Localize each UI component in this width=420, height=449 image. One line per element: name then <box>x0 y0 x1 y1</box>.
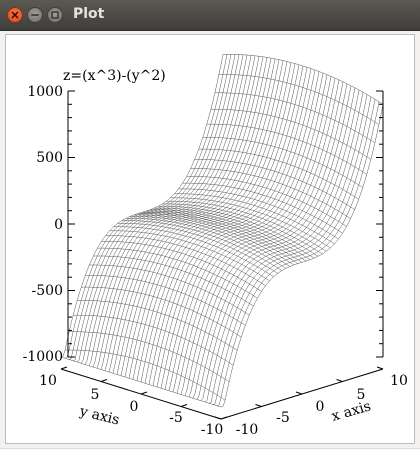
y-tick-label: -5 <box>169 410 183 426</box>
mesh-line-y <box>133 214 295 266</box>
y-tick-mark <box>100 379 108 382</box>
mesh-line-y <box>93 255 254 307</box>
z-tick-label: 500 <box>36 150 63 166</box>
ticks <box>60 90 384 420</box>
mesh-line-y <box>113 226 274 278</box>
mesh-line-y <box>77 300 238 351</box>
mesh-line-y <box>97 247 258 299</box>
surface-plot: z=(x^3)-(y^2) 1000 500 0 -500 -1000 10 5… <box>23 54 408 438</box>
x-tick-mark <box>295 391 303 395</box>
mesh-line-y <box>190 168 351 219</box>
minimize-button[interactable] <box>27 7 43 23</box>
mesh-line-y <box>105 235 266 286</box>
y-tick-label: 5 <box>91 387 100 403</box>
y-tick-label: -10 <box>201 422 224 438</box>
mesh-line-y <box>81 286 242 338</box>
mesh-line-x <box>204 94 368 403</box>
mesh-line-x <box>120 60 284 376</box>
y-axis-label: y axis <box>77 403 121 429</box>
x-axis-label: x axis <box>330 398 373 424</box>
plot-area: z=(x^3)-(y^2) 1000 500 0 -500 -1000 10 5… <box>5 34 415 444</box>
mesh-line-y <box>162 203 323 255</box>
z-tick-label: -1000 <box>23 349 63 365</box>
x-tick-label: 5 <box>357 387 366 403</box>
mesh-line-x <box>184 83 348 396</box>
mesh-line-y <box>69 331 230 383</box>
mesh-line-x <box>220 104 384 408</box>
mesh-line-y <box>101 241 262 292</box>
x-tick-mark <box>336 379 343 382</box>
mesh-line-y <box>85 275 246 326</box>
x-tick-mark <box>376 366 384 370</box>
mesh-line-y <box>109 230 270 282</box>
x-tick-mark <box>255 404 262 407</box>
mesh-line-y <box>166 200 327 252</box>
maximize-button[interactable] <box>47 7 63 23</box>
close-icon <box>11 11 19 19</box>
mesh-line-y <box>146 210 307 262</box>
surface-mesh <box>60 54 384 408</box>
mesh-line-y <box>129 216 291 267</box>
y-tick-mark <box>60 366 68 370</box>
mesh-line-x <box>160 73 324 389</box>
mesh-line-y <box>174 193 335 245</box>
y-tick-mark <box>220 416 228 420</box>
mesh-line-y <box>73 314 234 366</box>
mesh-line-y <box>178 188 339 240</box>
mesh-line-y <box>121 220 282 271</box>
y-tick-mark <box>140 391 148 395</box>
minimize-icon <box>31 14 39 16</box>
z-tick-label: -500 <box>32 283 63 299</box>
x-tick-label: 0 <box>316 399 325 415</box>
mesh-line-y <box>206 123 367 175</box>
mesh-line-y <box>186 176 347 227</box>
x-tick-label: 10 <box>390 373 408 389</box>
mesh-line-x <box>212 99 376 405</box>
mesh-line-x <box>92 55 256 368</box>
z-tick-label: 0 <box>54 217 63 233</box>
mesh-line-x <box>164 74 328 390</box>
mesh-line-y <box>214 92 376 144</box>
mesh-line-y <box>142 212 303 263</box>
mesh-line-y <box>194 159 355 210</box>
mesh-line-x <box>116 59 280 375</box>
mesh-line-x <box>188 85 352 398</box>
mesh-line-y <box>154 207 315 259</box>
y-tick-mark <box>180 404 188 407</box>
mesh-line-y <box>65 349 226 401</box>
y-tick-label: 10 <box>39 373 57 389</box>
title-bar[interactable]: Plot <box>0 0 420 31</box>
mesh-line-y <box>210 109 372 160</box>
mesh-line-y <box>158 205 319 257</box>
x-tick-mark <box>214 416 222 420</box>
mesh-line-y <box>150 209 311 260</box>
window-title: Plot <box>73 6 105 22</box>
mesh-line-y <box>117 223 278 274</box>
maximize-icon <box>51 11 59 19</box>
plot-title: z=(x^3)-(y^2) <box>63 68 166 84</box>
mesh-line-y <box>170 197 331 249</box>
mesh-line-y <box>60 356 222 408</box>
mesh-line-y <box>218 74 380 125</box>
mesh-line-y <box>223 54 384 105</box>
mesh-line-y <box>198 148 359 200</box>
mesh-line-y <box>137 213 299 264</box>
x-tick-label: -10 <box>236 422 259 438</box>
x-tick-label: -5 <box>276 410 290 426</box>
mesh-line-x <box>88 55 252 366</box>
mesh-line-y <box>182 182 343 234</box>
y-tick-label: 0 <box>130 399 139 415</box>
mesh-line-y <box>89 264 250 316</box>
mesh-line-x <box>216 101 380 407</box>
z-tick-label: 1000 <box>27 84 63 100</box>
mesh-line-y <box>125 218 286 269</box>
close-button[interactable] <box>7 7 23 23</box>
mesh-line-y <box>202 137 363 188</box>
